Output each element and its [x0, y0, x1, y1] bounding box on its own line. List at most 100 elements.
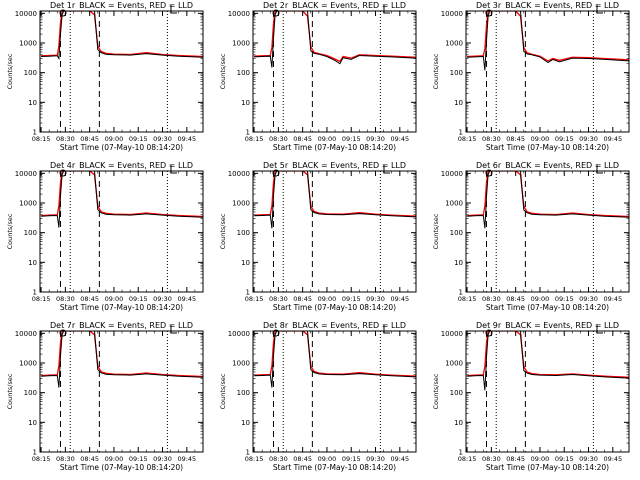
y-tick-label: 10 — [241, 259, 250, 267]
x-tick-label: 09:30 — [579, 455, 598, 463]
flag-bracket-icon — [596, 5, 603, 14]
x-tick-label: 09:15 — [342, 455, 361, 463]
y-axis-title: Counts/sec — [6, 373, 14, 409]
y-tick-label: 100 — [24, 229, 37, 237]
x-tick-label: 08:15 — [458, 455, 477, 463]
y-axis-title: Counts/sec — [219, 213, 227, 249]
x-tick-label: 09:30 — [366, 135, 385, 143]
x-tick-label: 09:45 — [177, 295, 196, 303]
x-tick-label: 09:45 — [177, 135, 196, 143]
y-axis-title: Counts/sec — [219, 53, 227, 89]
y-tick-label: 1000 — [232, 200, 250, 208]
saa-circle-icon — [59, 9, 67, 17]
events-series-line — [41, 11, 203, 61]
plot-frame — [252, 170, 417, 293]
lld-series-line — [467, 331, 629, 378]
y-tick-label: 1000 — [19, 40, 37, 48]
saa-circle-icon — [272, 329, 280, 337]
chart-panel: 1 10 100 1000 10000 08:15 08:30 08:45 09:00 09:15… — [432, 321, 630, 472]
x-tick-label: 09:00 — [531, 455, 550, 463]
x-tick-label: 08:45 — [80, 455, 99, 463]
y-tick-label: 100 — [237, 389, 250, 397]
detector-name: Det 7r — [50, 321, 76, 330]
flag-bracket-icon — [383, 165, 390, 174]
chart-panel: 1 10 100 1000 10000 08:15 08:30 08:45 09:00 09:15… — [219, 1, 417, 152]
flag-bracket-icon — [383, 5, 390, 14]
x-tick-label: 09:45 — [603, 455, 622, 463]
detector-name: Det 8r — [263, 321, 289, 330]
x-tick-label: 09:00 — [318, 295, 337, 303]
legend-text: BLACK = Events, RED = LLD — [79, 321, 193, 330]
x-tick-label: 08:30 — [269, 295, 288, 303]
x-tick-label: 08:30 — [56, 295, 75, 303]
x-tick-label: 08:15 — [245, 295, 264, 303]
x-tick-label: 09:15 — [555, 295, 574, 303]
y-tick-label: 10 — [454, 259, 463, 267]
flag-bracket-icon — [170, 165, 177, 174]
x-tick-label: 09:00 — [105, 295, 124, 303]
plot-frame — [252, 10, 417, 133]
x-tick-label: 09:30 — [579, 135, 598, 143]
x-tick-label: 09:45 — [390, 295, 409, 303]
legend-text: BLACK = Events, RED = LLD — [79, 1, 193, 10]
legend-text: BLACK = Events, RED = LLD — [292, 161, 406, 170]
y-tick-label: 100 — [237, 229, 250, 237]
detector-name: Det 4r — [50, 161, 76, 170]
legend-text: BLACK = Events, RED = LLD — [505, 321, 619, 330]
y-tick-label: 100 — [450, 69, 463, 77]
saa-circle-icon — [485, 9, 493, 17]
x-tick-label: 08:30 — [482, 455, 501, 463]
lld-series-line — [467, 171, 629, 218]
y-tick-label: 100 — [450, 229, 463, 237]
events-series-line — [41, 331, 203, 388]
x-axis-title: Start Time (07-May-10 08:14:20) — [273, 463, 396, 472]
y-axis-title: Counts/sec — [432, 213, 440, 249]
x-tick-label: 09:00 — [105, 135, 124, 143]
x-tick-label: 09:45 — [603, 135, 622, 143]
x-tick-label: 08:45 — [506, 455, 525, 463]
chart-panel: 1 10 100 1000 10000 08:15 08:30 08:45 09:00 09:15… — [6, 161, 204, 312]
flag-bracket-icon — [596, 165, 603, 174]
y-tick-label: 1000 — [445, 40, 463, 48]
y-tick-label: 100 — [24, 389, 37, 397]
flag-bracket-icon — [170, 325, 177, 334]
detector-name: Det 6r — [476, 161, 502, 170]
y-tick-label: 10 — [28, 419, 37, 427]
x-tick-label: 09:15 — [129, 295, 148, 303]
saa-circle-icon — [272, 169, 280, 177]
events-series-line — [41, 171, 203, 228]
x-tick-label: 09:45 — [177, 455, 196, 463]
x-tick-label: 09:15 — [555, 455, 574, 463]
x-axis-title: Start Time (07-May-10 08:14:20) — [486, 463, 609, 472]
x-tick-label: 08:45 — [80, 135, 99, 143]
x-tick-label: 08:30 — [56, 135, 75, 143]
plot-frame — [39, 170, 204, 293]
lld-series-line — [254, 331, 416, 377]
x-tick-label: 09:00 — [318, 135, 337, 143]
y-tick-label: 1 — [246, 129, 250, 137]
x-tick-label: 09:45 — [603, 295, 622, 303]
y-tick-label: 10 — [454, 99, 463, 107]
y-tick-label: 1 — [246, 449, 250, 457]
x-tick-label: 09:30 — [579, 295, 598, 303]
x-axis-title: Start Time (07-May-10 08:14:20) — [60, 303, 183, 312]
y-tick-label: 1000 — [232, 40, 250, 48]
panel-title: Det 3r BLACK = Events, RED = LLD — [476, 1, 619, 10]
x-tick-label: 08:45 — [293, 455, 312, 463]
legend-text: BLACK = Events, RED = LLD — [505, 161, 619, 170]
lld-series-line — [41, 11, 203, 58]
panel-title: Det 6r BLACK = Events, RED = LLD — [476, 161, 619, 170]
detector-name: Det 5r — [263, 161, 289, 170]
saa-circle-icon — [59, 329, 67, 337]
detector-name: Det 1r — [50, 1, 76, 10]
y-tick-label: 10000 — [441, 170, 463, 178]
legend-text: BLACK = Events, RED = LLD — [79, 161, 193, 170]
lld-series-line — [254, 11, 416, 63]
saa-circle-icon — [485, 329, 493, 337]
x-tick-label: 09:15 — [342, 295, 361, 303]
lld-series-line — [41, 331, 203, 378]
x-axis-title: Start Time (07-May-10 08:14:20) — [60, 143, 183, 152]
lld-series-line — [467, 11, 629, 62]
y-tick-label: 10000 — [441, 10, 463, 18]
